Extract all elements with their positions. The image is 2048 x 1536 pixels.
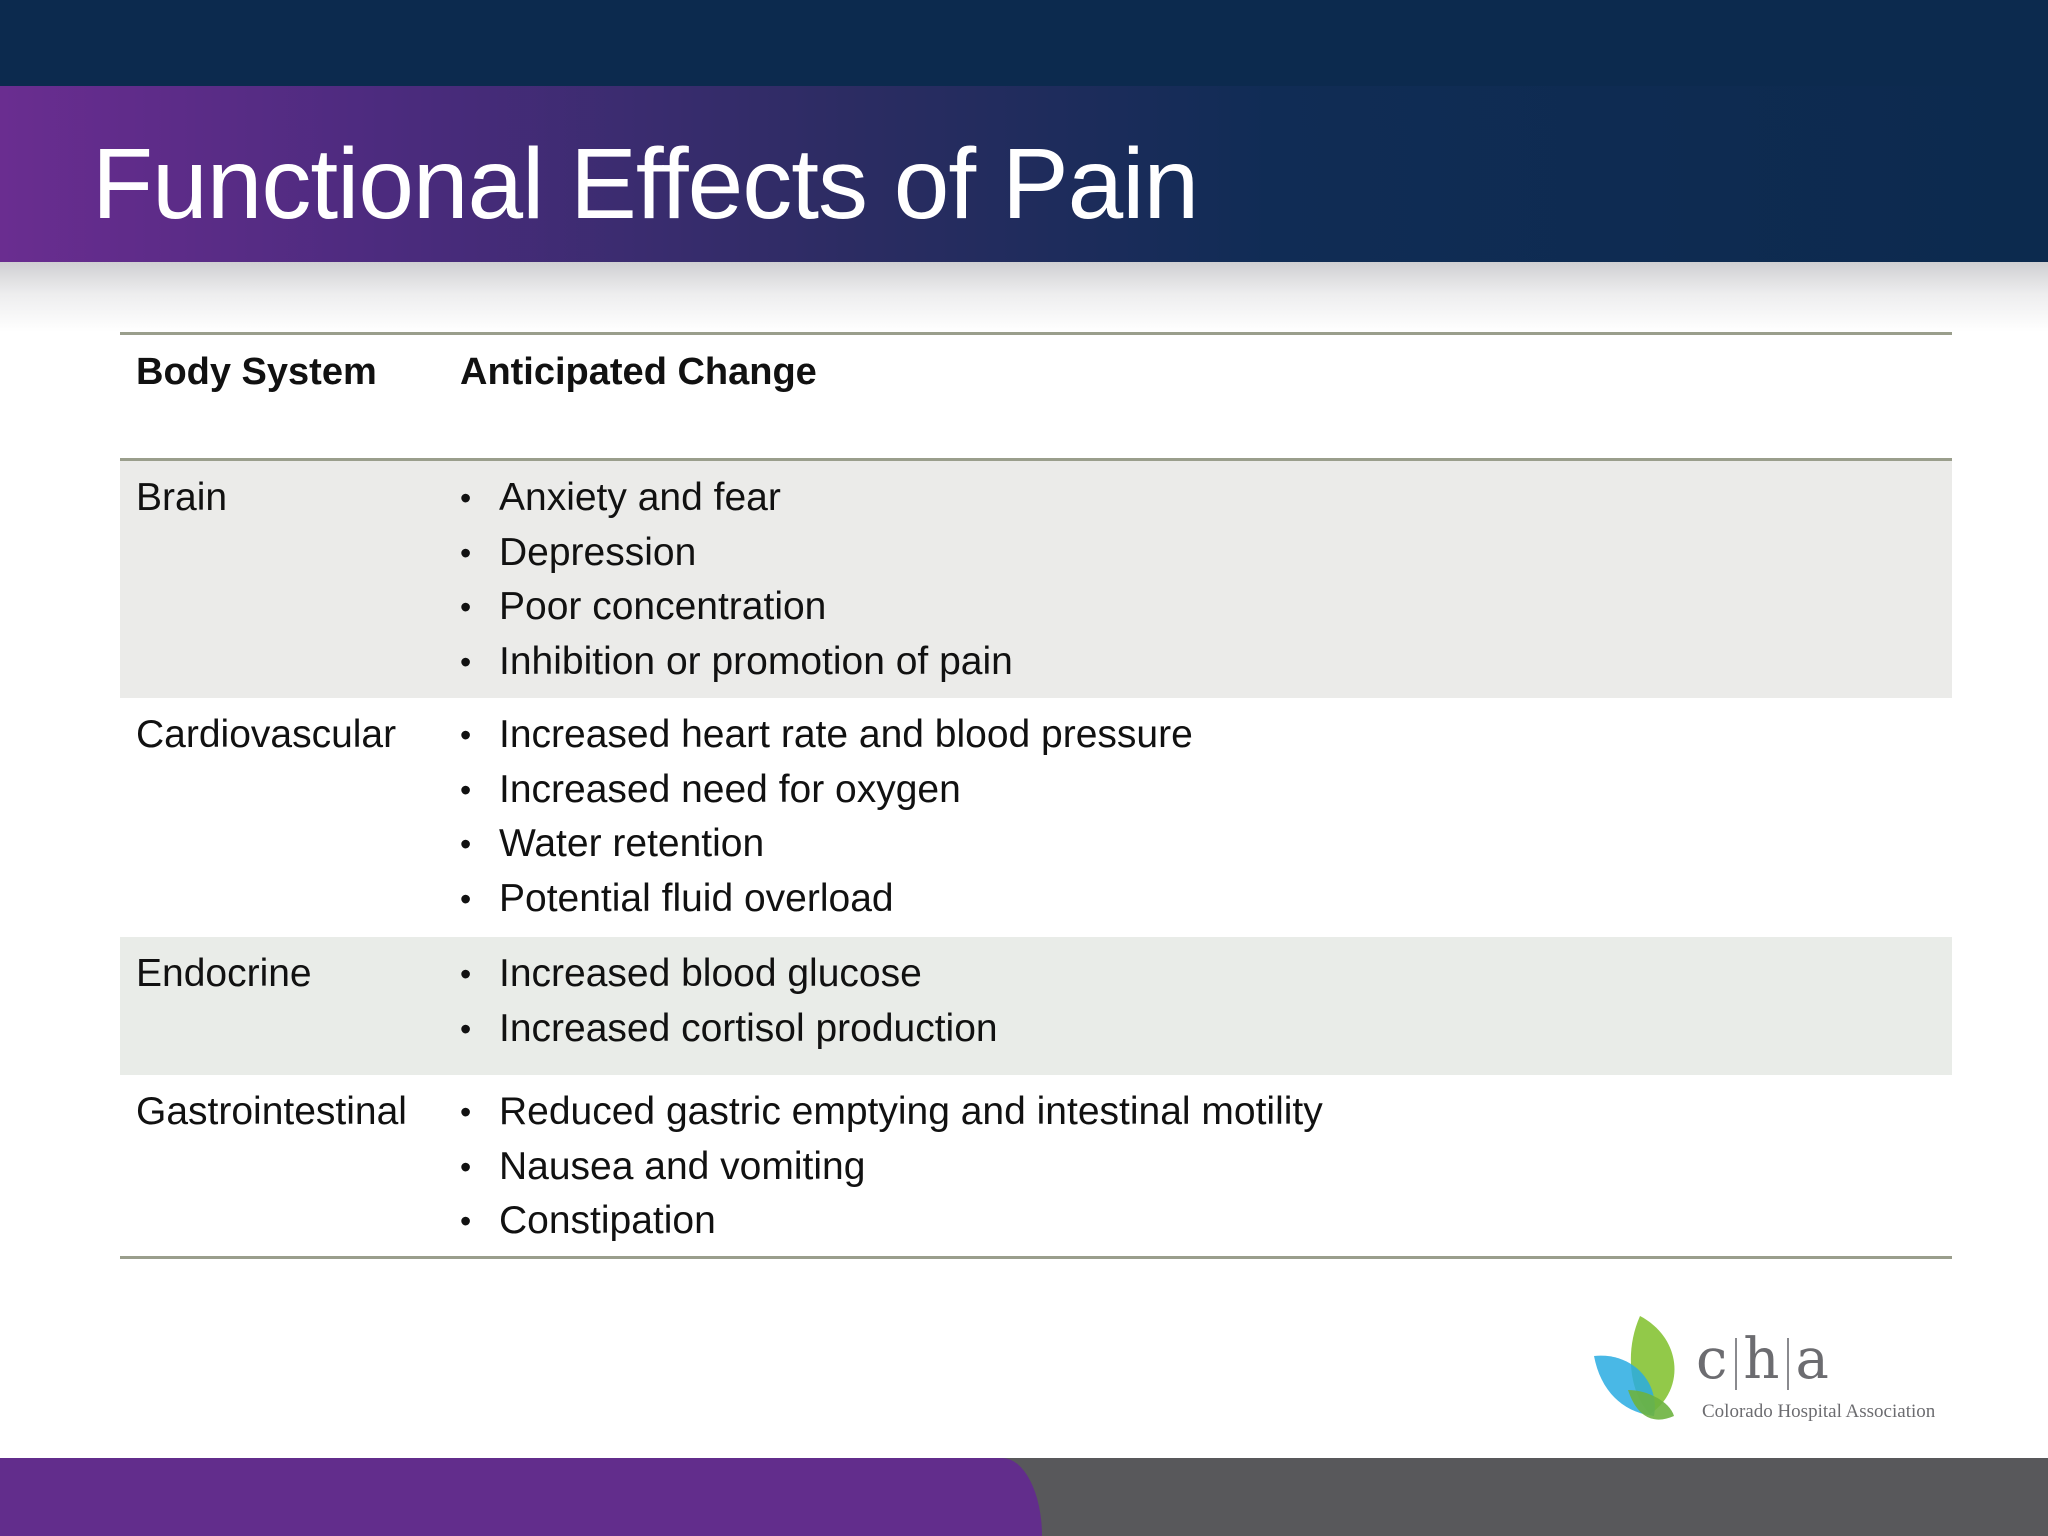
list-item: • Increased need for oxygen [460, 763, 1952, 818]
body-system-cell: Endocrine [136, 952, 312, 995]
bullet-icon: • [460, 717, 472, 753]
bullet-icon: • [460, 771, 472, 808]
body-system-cell: Gastrointestinal [136, 1090, 407, 1133]
change-text: Nausea and vomiting [499, 1144, 866, 1188]
change-text: Poor concentration [499, 585, 827, 628]
table-row: Endocrine • Increased blood glucose • Incr… [120, 937, 1952, 1075]
list-item: • Poor concentration [460, 580, 1952, 635]
list-item: • Potential fluid overload [460, 872, 1952, 927]
change-list: • Reduced gastric emptying and intestinal… [460, 1075, 1952, 1249]
change-list: • Increased blood glucose • Increased cort… [460, 937, 1952, 1056]
change-list: • Anxiety and fear • Depression • Poor conc… [460, 461, 1952, 689]
list-item: • Nausea and vomiting [460, 1140, 1952, 1195]
effects-table: Body System Anticipated Change Brain • An… [120, 332, 1952, 1259]
bullet-icon: • [460, 534, 472, 571]
list-item: • Constipation [460, 1194, 1952, 1249]
header-anticipated-change: Anticipated Change [460, 351, 817, 393]
list-item: • Water retention [460, 817, 1952, 872]
change-text: Depression [499, 530, 697, 574]
bullet-icon: • [460, 1203, 472, 1239]
table-header-row: Body System Anticipated Change [120, 335, 1952, 461]
change-text: Inhibition or promotion of pain [499, 639, 1013, 683]
list-item: • Depression [460, 526, 1952, 581]
change-text: Increased cortisol production [499, 1006, 998, 1050]
title-band [0, 86, 2048, 262]
body-system-cell: Cardiovascular [136, 713, 397, 756]
logo-subtitle: Colorado Hospital Association [1702, 1401, 1936, 1422]
change-text: Increased need for oxygen [499, 767, 961, 811]
bullet-icon: • [460, 956, 472, 992]
table-row: Brain • Anxiety and fear • Depression • Poo… [120, 461, 1952, 698]
table-row: Cardiovascular • Increased heart rate and… [120, 698, 1952, 937]
change-text: Anxiety and fear [499, 476, 781, 519]
list-item: • Increased cortisol production [460, 1002, 1952, 1057]
bullet-icon: • [460, 643, 472, 680]
list-item: • Anxiety and fear [460, 471, 1952, 526]
title-shadow [0, 262, 2048, 332]
bullet-icon: • [460, 880, 472, 917]
list-item: • Inhibition or promotion of pain [460, 635, 1952, 690]
change-list: • Increased heart rate and blood pressure… [460, 698, 1952, 926]
change-text: Increased heart rate and blood pressure [499, 713, 1193, 756]
change-text: Water retention [499, 822, 765, 865]
bullet-icon: • [460, 1010, 472, 1047]
footer-purple-band [0, 1458, 1042, 1536]
change-text: Increased blood glucose [499, 952, 922, 995]
table-row: Gastrointestinal • Reduced gastric emptyi… [120, 1075, 1952, 1256]
bullet-icon: • [460, 1094, 472, 1130]
bullet-icon: • [460, 1148, 472, 1185]
slide-title: Functional Effects of Pain [92, 128, 1199, 240]
header-body-system: Body System [136, 351, 377, 393]
list-item: • Increased blood glucose [460, 947, 1952, 1002]
list-item: • Reduced gastric emptying and intestinal… [460, 1085, 1952, 1140]
list-item: • Increased heart rate and blood pressure [460, 708, 1952, 763]
bullet-icon: • [460, 480, 472, 516]
leaf-icon [1594, 1316, 1675, 1420]
body-system-cell: Brain [136, 476, 228, 519]
change-text: Potential fluid overload [499, 876, 894, 920]
change-text: Constipation [499, 1199, 716, 1242]
top-band [0, 0, 2048, 88]
change-text: Reduced gastric emptying and intestinal … [499, 1090, 1323, 1133]
bullet-icon: • [460, 826, 472, 862]
bullet-icon: • [460, 589, 472, 625]
